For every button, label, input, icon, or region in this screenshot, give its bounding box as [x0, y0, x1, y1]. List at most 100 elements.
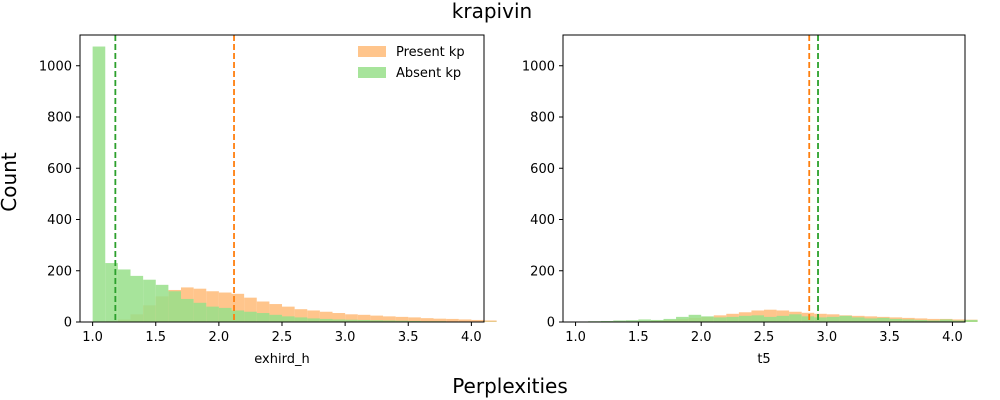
absent-bar: [269, 314, 283, 322]
absent-bar: [663, 318, 677, 322]
x-tick-label: 3.0: [816, 330, 837, 345]
y-tick-label: 800: [530, 111, 555, 126]
absent-bar: [307, 318, 320, 322]
figure-ylabel: Count: [0, 152, 21, 212]
absent-bar: [877, 317, 890, 322]
axes-frame: [562, 34, 966, 323]
present-legend-label: Present kp: [396, 45, 465, 60]
y-tick-label: 600: [530, 162, 555, 177]
absent-bar: [218, 307, 232, 322]
y-tick-label: 0: [547, 316, 555, 331]
present-bar: [408, 317, 421, 322]
absent-bar: [256, 313, 270, 322]
absent-bar: [789, 314, 802, 322]
absent-bar: [117, 269, 131, 322]
absent-bar: [650, 319, 664, 322]
present-bar: [357, 314, 371, 322]
present-bar: [383, 316, 396, 322]
present-bar: [484, 320, 497, 322]
absent-bar: [130, 275, 144, 323]
absent-bar: [676, 316, 689, 323]
absent-bar: [193, 302, 207, 322]
absent-bar: [143, 279, 156, 322]
absent-bar: [927, 320, 940, 322]
absent-bar: [625, 320, 639, 322]
absent-bar: [395, 320, 409, 322]
absent-bar: [826, 316, 840, 323]
x-tick-label: 1.5: [628, 330, 649, 345]
present-bar: [433, 318, 447, 322]
absent-bar: [952, 320, 965, 322]
absent-bar: [814, 317, 827, 322]
absent-bar: [155, 284, 169, 322]
absent-bar: [738, 315, 752, 322]
absent-bar: [889, 318, 903, 322]
y-tick-label: 0: [64, 316, 72, 331]
x-tick-label: 3.5: [398, 330, 419, 345]
present-bar: [471, 319, 484, 322]
absent-bar: [701, 316, 714, 322]
absent-bar: [965, 319, 978, 322]
present-bar: [345, 314, 358, 322]
y-tick-label: 1000: [39, 59, 72, 74]
absent-legend-swatch: [358, 67, 386, 78]
x-tick-label: 4.0: [461, 330, 482, 345]
absent-bar: [600, 320, 614, 322]
absent-bar: [902, 319, 915, 322]
absent-bar: [726, 316, 739, 323]
panel-exhird-h: 1.0 1.5 2.0 2.5 3.0 3.5 4.0 0 200 400 600 800 1000 ex…: [39, 34, 497, 367]
present-legend-swatch: [358, 46, 386, 57]
absent-bar: [319, 318, 333, 322]
y-tick-label: 200: [530, 264, 555, 279]
absent-bar: [345, 319, 358, 322]
absent-bar: [244, 311, 257, 322]
present-bar: [420, 318, 434, 322]
present-bar: [332, 313, 346, 322]
x-tick-label: 1.0: [565, 330, 586, 345]
x-tick-label: 2.0: [691, 330, 712, 345]
x-tick-label: 1.0: [82, 330, 103, 345]
x-tick-label: 2.5: [754, 330, 775, 345]
absent-bar: [370, 320, 384, 322]
x-axis-label: t5: [757, 352, 770, 367]
absent-bar: [332, 319, 346, 322]
y-tick-label: 200: [47, 264, 72, 279]
absent-bar: [231, 310, 245, 322]
legend: Present kp Absent kp: [358, 45, 465, 81]
x-tick-label: 4.0: [942, 330, 963, 345]
absent-bar: [939, 319, 953, 322]
present-bar: [307, 310, 320, 322]
present-bar: [446, 318, 459, 322]
y-tick-label: 600: [47, 162, 72, 177]
absent-bar: [92, 46, 106, 322]
figure-title: krapivin: [452, 0, 532, 23]
absent-bar: [181, 298, 194, 322]
absent-bar: [839, 315, 852, 322]
present-bar: [319, 311, 333, 322]
y-tick-label: 800: [47, 111, 72, 126]
absent-bar: [206, 306, 219, 323]
absent-bar: [638, 319, 651, 322]
absent-bar: [851, 317, 865, 322]
x-tick-label: 3.0: [335, 330, 356, 345]
absent-bar: [801, 316, 815, 322]
absent-bar: [168, 291, 182, 322]
absent-bar: [383, 320, 396, 322]
absent-bar: [864, 318, 878, 322]
y-tick-label: 400: [530, 213, 555, 228]
y-tick-label: 400: [47, 213, 72, 228]
x-tick-label: 2.0: [209, 330, 230, 345]
absent-bar: [776, 315, 790, 322]
absent-bar: [713, 317, 727, 322]
absent-bar: [688, 314, 702, 322]
absent-bar: [764, 316, 777, 323]
x-tick-label: 2.5: [272, 330, 293, 345]
figure-xlabel: Perplexities: [452, 374, 568, 398]
x-axis-label: exhird_h: [254, 352, 309, 367]
absent-bar: [294, 317, 308, 322]
panel-t5: 1.0 1.5 2.0 2.5 3.0 3.5 4.0 0 200 400 600 800 1000 t5: [522, 34, 978, 367]
present-bar: [395, 316, 409, 323]
absent-bar: [914, 319, 928, 322]
present-bar: [458, 319, 472, 322]
